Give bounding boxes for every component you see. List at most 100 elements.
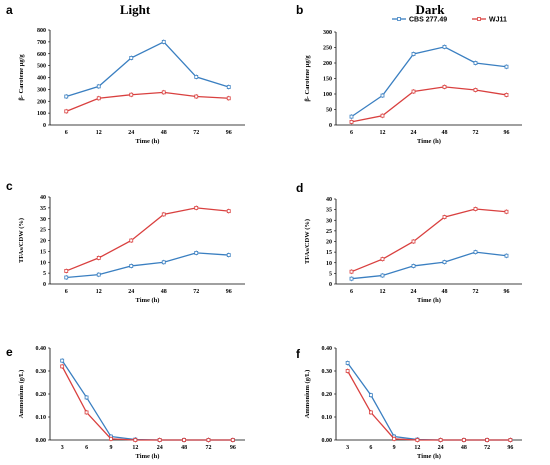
data-point bbox=[84, 410, 89, 415]
data-point bbox=[411, 239, 416, 244]
series-line-wj11 bbox=[351, 86, 507, 123]
data-point bbox=[349, 120, 354, 124]
y-tick-label: 150 bbox=[323, 77, 332, 83]
y-tick-label: 5 bbox=[329, 271, 332, 277]
x-tick-label: 72 bbox=[473, 130, 479, 136]
y-tick-label: 0.20 bbox=[36, 392, 47, 398]
y-tick-label: 35 bbox=[40, 206, 46, 212]
series-line-cbs-277-49 bbox=[347, 362, 511, 441]
panel-letter: f bbox=[296, 347, 301, 361]
x-tick-label: 72 bbox=[205, 445, 211, 451]
legend-entry: CBS 277.49 bbox=[409, 17, 447, 24]
x-tick-label: 12 bbox=[380, 289, 386, 295]
y-tick-label: 20 bbox=[326, 240, 332, 246]
y-tick-label: 5 bbox=[43, 271, 46, 277]
y-tick-label: 0 bbox=[43, 282, 46, 288]
y-tick-label: 0.20 bbox=[322, 392, 333, 398]
x-axis-label: Time (h) bbox=[136, 453, 160, 460]
data-point bbox=[504, 93, 509, 97]
panel-title: Light bbox=[120, 2, 151, 17]
x-tick-label: 48 bbox=[442, 130, 448, 136]
y-axis-label: β- Carotene μg/g bbox=[18, 54, 25, 101]
data-point bbox=[473, 61, 478, 65]
data-point bbox=[485, 438, 490, 442]
y-axis-label: TFAs/CDW (%) bbox=[304, 219, 311, 264]
x-tick-label: 6 bbox=[65, 130, 68, 136]
y-tick-label: 10 bbox=[40, 260, 46, 266]
data-point bbox=[380, 113, 385, 118]
data-point bbox=[226, 96, 231, 101]
x-tick-label: 48 bbox=[161, 130, 167, 136]
y-tick-label: 50 bbox=[326, 108, 332, 114]
y-tick-label: 30 bbox=[40, 217, 46, 223]
x-tick-label: 3 bbox=[61, 445, 64, 451]
x-tick-label: 12 bbox=[132, 445, 138, 451]
data-point bbox=[442, 215, 447, 219]
panel-letter: b bbox=[296, 3, 303, 17]
series-line-cbs-277-49 bbox=[66, 252, 229, 279]
y-tick-label: 800 bbox=[37, 28, 46, 34]
data-point bbox=[442, 44, 447, 49]
panel-f: f 0.00 0.10 0.20 0.30 0.40 3 6 9 12 24 48 72 96 Time (… bbox=[296, 346, 522, 460]
data-point bbox=[129, 56, 134, 60]
data-point bbox=[60, 358, 65, 363]
data-point bbox=[194, 205, 199, 210]
x-tick-label: 96 bbox=[504, 289, 510, 295]
x-tick-label: 6 bbox=[350, 289, 353, 295]
series-line-wj11 bbox=[61, 366, 233, 441]
y-tick-label: 0.00 bbox=[36, 438, 47, 444]
y-tick-label: 20 bbox=[40, 239, 46, 245]
data-point bbox=[349, 114, 354, 119]
x-tick-label: 96 bbox=[230, 445, 236, 451]
y-axis-label: Ammonium (g/L) bbox=[18, 370, 25, 419]
x-axis-label: Time (h) bbox=[417, 297, 441, 304]
data-point bbox=[368, 410, 373, 415]
x-axis-label: Time (h) bbox=[417, 138, 441, 145]
data-point bbox=[64, 269, 69, 273]
x-tick-label: 24 bbox=[128, 130, 134, 136]
x-tick-label: 6 bbox=[369, 445, 372, 451]
x-axis-label: Time (h) bbox=[136, 297, 160, 304]
y-tick-label: 300 bbox=[37, 87, 46, 93]
data-point bbox=[504, 253, 509, 258]
data-point bbox=[504, 209, 509, 214]
data-point bbox=[96, 84, 101, 89]
data-point bbox=[194, 75, 199, 79]
x-tick-label: 72 bbox=[193, 130, 199, 136]
x-tick-label: 96 bbox=[507, 445, 513, 451]
x-tick-label: 6 bbox=[65, 289, 68, 295]
y-tick-label: 15 bbox=[40, 249, 46, 255]
data-point bbox=[157, 438, 162, 442]
y-tick-label: 0 bbox=[329, 282, 332, 288]
data-point bbox=[380, 257, 385, 262]
data-point bbox=[194, 250, 199, 255]
data-point bbox=[206, 438, 211, 442]
y-tick-label: 25 bbox=[326, 229, 332, 235]
y-tick-label: 700 bbox=[37, 40, 46, 46]
data-point bbox=[194, 94, 199, 99]
data-point bbox=[133, 438, 138, 442]
y-tick-label: 400 bbox=[37, 76, 46, 82]
y-tick-label: 0.10 bbox=[322, 415, 333, 421]
data-point bbox=[345, 361, 350, 365]
x-tick-label: 24 bbox=[411, 130, 417, 136]
data-point bbox=[230, 438, 235, 442]
legend-marker bbox=[477, 17, 481, 21]
y-tick-label: 300 bbox=[323, 30, 332, 36]
data-point bbox=[411, 89, 416, 94]
x-tick-label: 48 bbox=[442, 289, 448, 295]
y-axis-label: β- Carotene μg/g bbox=[304, 55, 311, 102]
data-point bbox=[380, 273, 385, 278]
series-line-wj11 bbox=[351, 208, 507, 273]
y-tick-label: 30 bbox=[326, 218, 332, 224]
x-axis-label: Time (h) bbox=[136, 138, 160, 145]
data-point bbox=[129, 264, 134, 268]
data-point bbox=[64, 109, 69, 114]
x-tick-label: 24 bbox=[411, 289, 417, 295]
y-tick-label: 40 bbox=[40, 195, 46, 201]
y-tick-label: 100 bbox=[323, 92, 332, 98]
data-point bbox=[473, 250, 478, 255]
data-point bbox=[508, 438, 513, 442]
x-tick-label: 24 bbox=[438, 445, 444, 451]
